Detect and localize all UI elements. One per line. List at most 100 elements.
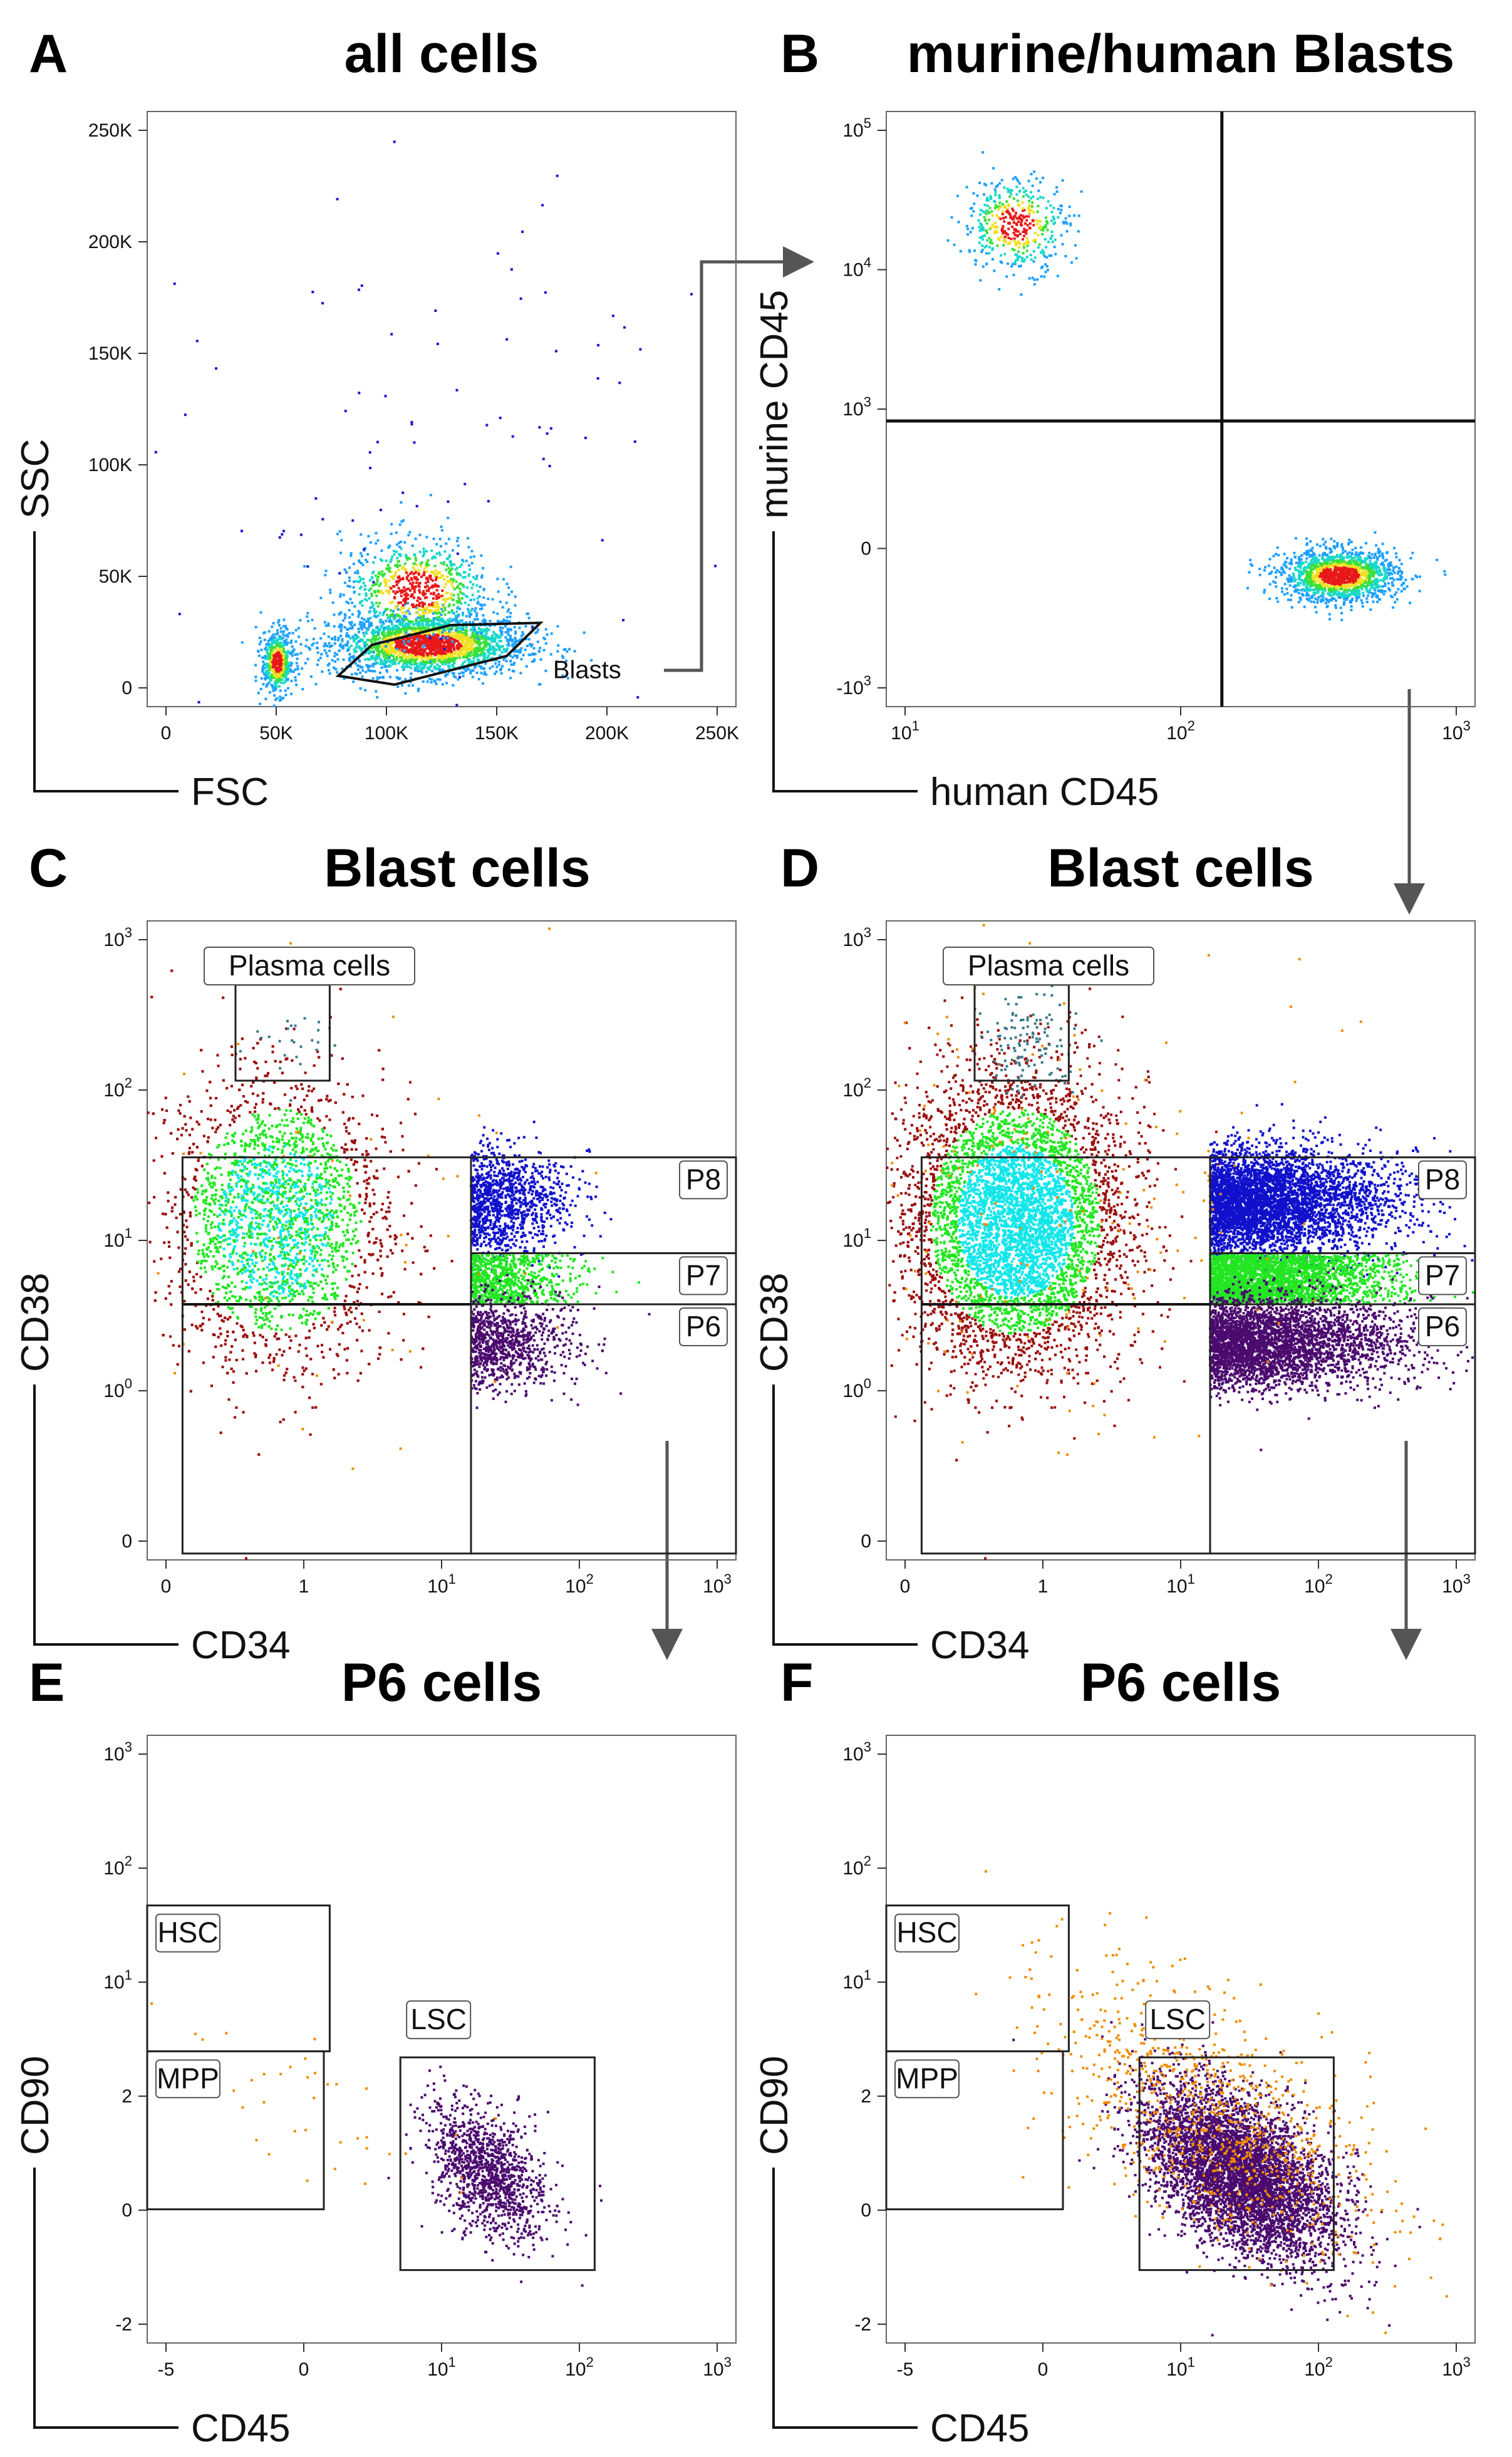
- event-dot: [344, 581, 346, 584]
- event-dot: [457, 678, 459, 681]
- event-dot: [471, 638, 474, 640]
- event-dot: [397, 608, 400, 611]
- event-dot: [373, 670, 376, 673]
- event-dot: [433, 617, 435, 620]
- event-dot: [495, 670, 498, 673]
- event-dot: [319, 657, 322, 659]
- event-dot: [380, 646, 383, 648]
- event-dot: [476, 632, 479, 635]
- event-dot: [514, 636, 517, 639]
- event-dot: [483, 667, 485, 670]
- event-dot: [408, 625, 410, 627]
- event-dot: [299, 619, 301, 621]
- event-dot: [492, 645, 494, 648]
- event-dot: [473, 555, 475, 558]
- event-dot: [510, 629, 512, 631]
- event-dot: [435, 650, 437, 653]
- event-dot: [393, 658, 395, 660]
- event-dot: [395, 627, 398, 630]
- event-dot: [392, 610, 395, 613]
- event-dot: [355, 672, 357, 675]
- event-dot: [385, 653, 387, 656]
- event-dot: [382, 676, 385, 678]
- event-dot: [423, 551, 425, 553]
- event-dot: [328, 669, 330, 672]
- event-dot: [333, 625, 336, 628]
- event-dot: [422, 635, 424, 638]
- event-dot: [422, 667, 424, 669]
- event-dot: [416, 629, 418, 631]
- event-dot: [467, 643, 469, 645]
- event-dot: [324, 649, 326, 652]
- event-dot: [504, 636, 507, 638]
- event-dot: [361, 675, 364, 678]
- event-dot: [526, 613, 529, 615]
- event-dot: [440, 655, 443, 658]
- event-dot: [435, 643, 437, 646]
- event-dot: [396, 685, 399, 688]
- event-dot: [478, 649, 480, 652]
- event-dot: [494, 633, 496, 635]
- event-dot: [408, 684, 410, 687]
- event-dot: [342, 620, 344, 622]
- event-dot: [399, 660, 401, 662]
- event-dot: [442, 606, 444, 608]
- event-dot: [298, 627, 300, 630]
- event-dot: [338, 650, 340, 652]
- event-dot: [371, 670, 374, 672]
- event-dot: [329, 591, 331, 594]
- event-dot: [353, 586, 355, 589]
- event-dot: [353, 655, 355, 657]
- event-dot: [386, 670, 388, 673]
- event-dot: [355, 643, 358, 645]
- event-dot: [412, 648, 414, 651]
- event-dot: [485, 645, 487, 647]
- event-dot: [422, 663, 425, 666]
- event-dot: [583, 631, 586, 634]
- event-dot: [436, 635, 438, 638]
- event-dot: [493, 653, 495, 655]
- event-dot: [526, 645, 529, 647]
- event-dot: [439, 652, 442, 655]
- event-dot: [313, 638, 315, 640]
- event-dot: [437, 640, 439, 643]
- event-dot: [346, 628, 348, 630]
- event-dot: [358, 645, 361, 648]
- event-dot: [365, 671, 367, 673]
- event-dot: [396, 643, 398, 645]
- event-dot: [336, 671, 338, 673]
- event-dot: [457, 655, 459, 657]
- event-dot: [522, 633, 524, 635]
- event-dot: [546, 633, 549, 636]
- event-dot: [326, 655, 329, 657]
- event-dot: [351, 613, 354, 616]
- event-dot: [391, 623, 393, 625]
- event-dot: [342, 647, 344, 650]
- event-dot: [349, 598, 351, 600]
- event-dot: [574, 650, 576, 652]
- event-dot: [430, 645, 432, 647]
- event-dot: [431, 670, 433, 672]
- event-dot: [393, 661, 396, 663]
- event-dot: [433, 653, 436, 656]
- event-dot: [482, 655, 485, 657]
- event-dot: [538, 650, 541, 653]
- event-dot: [364, 689, 366, 692]
- event-dot: [465, 652, 467, 655]
- event-dot: [501, 665, 504, 667]
- event-dot: [329, 646, 331, 648]
- event-dot: [372, 677, 375, 680]
- event-dot: [514, 642, 517, 645]
- event-dot: [537, 628, 539, 631]
- event-dot: [350, 645, 353, 647]
- event-dot: [360, 687, 362, 690]
- event-dot: [358, 628, 360, 630]
- event-dot: [489, 643, 491, 646]
- event-dot: [374, 645, 376, 648]
- event-dot: [499, 640, 501, 642]
- event-dot: [465, 615, 468, 618]
- event-dot: [325, 652, 328, 654]
- event-dot: [504, 620, 507, 622]
- event-dot: [353, 638, 355, 641]
- event-dot: [361, 669, 364, 672]
